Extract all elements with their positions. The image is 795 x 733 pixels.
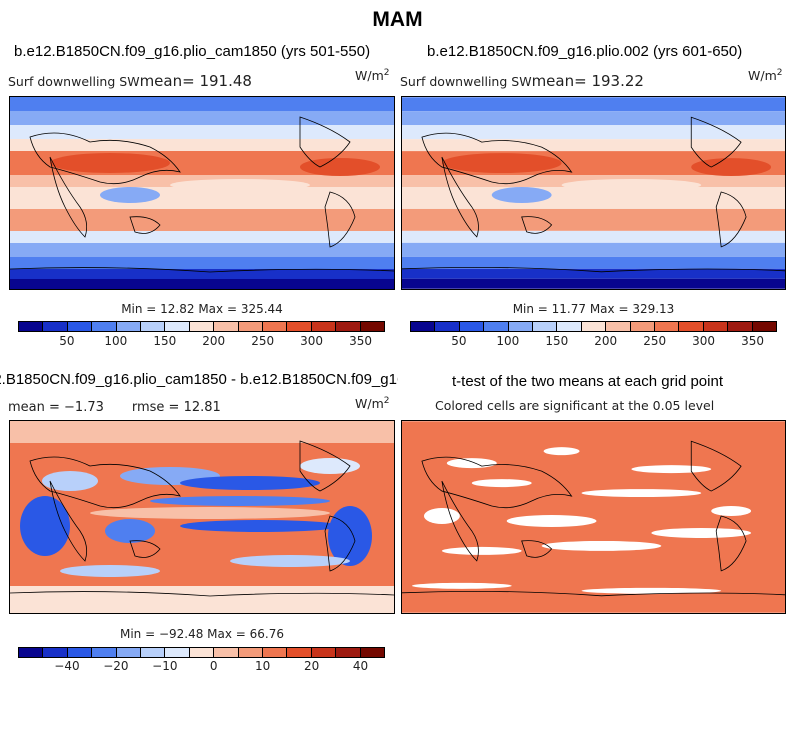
colorbar-swatch — [311, 648, 337, 657]
panel1-map-plot — [10, 97, 394, 289]
colorbar-swatch — [679, 322, 704, 331]
colorbar-tick-label: 350 — [741, 334, 764, 348]
colorbar-swatch — [606, 322, 631, 331]
colorbar-tick-label: −40 — [54, 659, 80, 673]
colorbar-swatch — [459, 322, 485, 331]
colorbar-swatch — [752, 322, 777, 331]
colorbar-tick-label: 250 — [251, 334, 275, 348]
colorbar-swatch — [703, 322, 729, 331]
colorbar-tick-label: 200 — [202, 334, 226, 348]
colorbar-tick-label: 0 — [209, 659, 218, 673]
colorbar-swatch — [92, 322, 117, 331]
colorbar-swatch — [92, 648, 117, 657]
panel2-map — [401, 96, 786, 290]
colorbar-swatch — [411, 322, 436, 331]
colorbar-swatch — [311, 322, 337, 331]
panel3-colorbar-ticks: −40 −20 −10 0 10 20 40 — [18, 659, 385, 673]
panel1-var-label: Surf downwelling SWmean= 191.48 — [8, 72, 252, 90]
colorbar-swatch — [336, 322, 361, 331]
panel1-map — [9, 96, 395, 290]
panel2-units: W/m2 — [748, 68, 783, 84]
colorbar-swatch — [630, 322, 656, 331]
figure-title: MAM — [372, 8, 423, 31]
panel4-title: t-test of the two means at each grid poi… — [452, 373, 723, 390]
colorbar-swatch — [581, 322, 607, 331]
panel1-colorbar-ticks: 50 100 150 200 250 300 350 — [18, 334, 385, 348]
colorbar-tick-label: 150 — [545, 334, 569, 348]
colorbar-swatch — [214, 322, 239, 331]
colorbar-swatch — [435, 322, 460, 331]
colorbar-swatch — [19, 648, 44, 657]
colorbar-swatch — [189, 648, 215, 657]
panel2-var-label: Surf downwelling SWmean= 193.22 — [400, 72, 644, 90]
panel3-map — [9, 420, 395, 614]
colorbar-swatch — [263, 322, 288, 331]
colorbar-swatch — [43, 322, 68, 331]
panel4-map — [401, 420, 786, 614]
panel2-colorbar — [410, 321, 777, 332]
colorbar-tick-label: 300 — [692, 334, 716, 348]
colorbar-swatch — [214, 648, 239, 657]
colorbar-swatch — [189, 322, 215, 331]
colorbar-swatch — [19, 322, 44, 331]
colorbar-tick-label: 50 — [451, 334, 467, 348]
panel2-colorbar-ticks: 50 100 150 200 250 300 350 — [410, 334, 777, 348]
colorbar-swatch — [336, 648, 361, 657]
colorbar-tick-label: 250 — [643, 334, 667, 348]
colorbar-swatch — [655, 322, 680, 331]
colorbar-tick-label: 200 — [594, 334, 618, 348]
colorbar-swatch — [67, 648, 93, 657]
colorbar-tick-label: 50 — [59, 334, 75, 348]
colorbar-tick-label: 40 — [352, 659, 369, 673]
colorbar-swatch — [141, 322, 166, 331]
colorbar-tick-label: 100 — [104, 334, 128, 348]
colorbar-tick-label: −10 — [152, 659, 178, 673]
panel2-map-plot — [402, 97, 785, 289]
colorbar-swatch — [238, 322, 264, 331]
panel1-minmax: Min = 12.82 Max = 325.44 — [121, 302, 283, 316]
panel1-units: W/m2 — [355, 68, 390, 84]
colorbar-tick-label: 350 — [349, 334, 372, 348]
panel2-minmax: Min = 11.77 Max = 329.13 — [512, 302, 675, 316]
colorbar-swatch — [360, 322, 385, 331]
panel3-title: b.e12.B1850CN.f09_g16.plio_cam1850 - b.e… — [0, 371, 398, 388]
colorbar-swatch — [508, 322, 534, 331]
colorbar-swatch — [116, 322, 142, 331]
panel4-subtitle: Colored cells are significant at the 0.0… — [435, 398, 715, 413]
colorbar-swatch — [728, 322, 753, 331]
colorbar-swatch — [557, 322, 582, 331]
colorbar-tick-label: 300 — [300, 334, 324, 348]
colorbar-swatch — [165, 648, 190, 657]
colorbar-swatch — [360, 648, 385, 657]
colorbar-swatch — [533, 322, 558, 331]
colorbar-swatch — [43, 648, 68, 657]
colorbar-swatch — [67, 322, 93, 331]
colorbar-swatch — [165, 322, 190, 331]
colorbar-swatch — [116, 648, 142, 657]
panel2-title: b.e12.B1850CN.f09_g16.plio.002 (yrs 601-… — [427, 43, 743, 60]
colorbar-swatch — [263, 648, 288, 657]
panel3-mean: mean = −1.73 rmse = 12.81 — [8, 400, 221, 415]
panel3-minmax: Min = −92.48 Max = 66.76 — [119, 627, 285, 641]
panel3-title-clip: b.e12.B1850CN.f09_g16.plio_cam1850 - b.e… — [0, 371, 398, 391]
colorbar-tick-label: 100 — [496, 334, 520, 348]
panel1-title: b.e12.B1850CN.f09_g16.plio_cam1850 (yrs … — [14, 43, 371, 60]
colorbar-swatch — [238, 648, 264, 657]
colorbar-swatch — [287, 648, 312, 657]
panel1-colorbar — [18, 321, 385, 332]
colorbar-tick-label: −20 — [103, 659, 129, 673]
colorbar-tick-label: 10 — [255, 659, 271, 673]
colorbar-swatch — [141, 648, 166, 657]
panel3-map-plot — [10, 421, 394, 613]
panel4-map-plot — [402, 421, 785, 613]
colorbar-tick-label: 20 — [303, 659, 320, 673]
panel3-units: W/m2 — [355, 396, 390, 412]
colorbar-swatch — [287, 322, 312, 331]
panel3-colorbar — [18, 647, 385, 658]
colorbar-swatch — [484, 322, 509, 331]
colorbar-tick-label: 150 — [153, 334, 177, 348]
